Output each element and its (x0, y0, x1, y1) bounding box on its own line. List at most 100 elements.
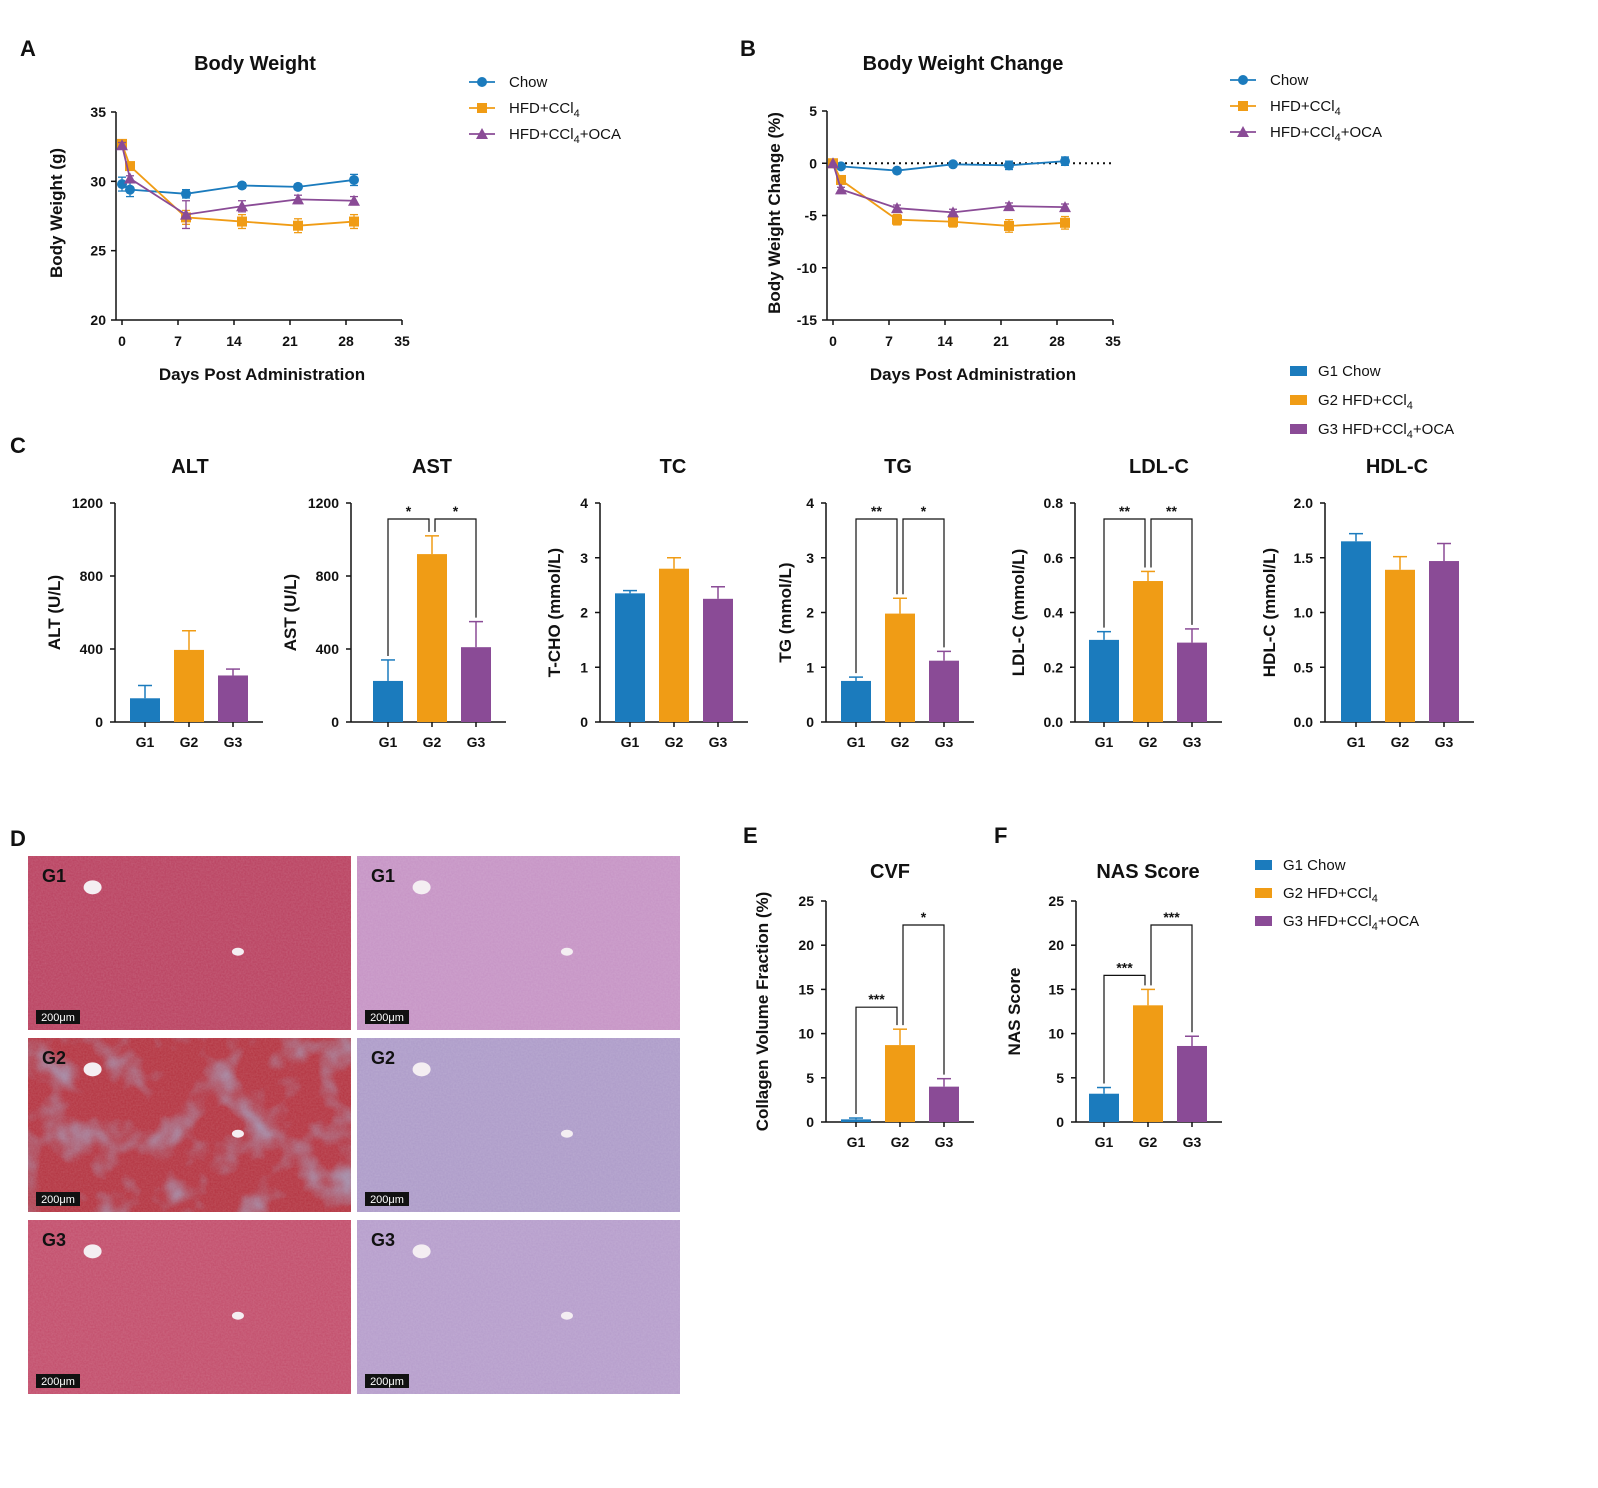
collagen-staining (28, 1038, 351, 1212)
data-point (1003, 200, 1015, 212)
x-axis-label: Days Post Administration (870, 365, 1076, 384)
significance-label: *** (1163, 909, 1180, 925)
significance-bracket (855, 1006, 898, 1115)
chart-title: ALT (171, 456, 208, 478)
vessel-lumen (560, 1129, 573, 1138)
y-axis-label: ALT (U/L) (45, 575, 64, 650)
x-tick-label: 14 (226, 333, 242, 349)
data-point (125, 161, 135, 172)
y-tick-label: 2 (580, 605, 588, 621)
y-tick-label: 0.6 (1044, 550, 1064, 566)
significance-bracket (387, 518, 430, 656)
legend-marker (477, 77, 487, 87)
legend-swatch (1255, 860, 1272, 870)
histology-image-5: G3 200μm (28, 1220, 351, 1394)
bar-g1 (1341, 541, 1371, 722)
data-point (116, 139, 128, 151)
significance-bracket (1150, 924, 1193, 1033)
data-point (1060, 217, 1070, 228)
legend-swatch (1290, 366, 1307, 376)
x-tick-label: 28 (338, 333, 354, 349)
x-tick-label: G3 (935, 1134, 954, 1150)
x-tick-label: 21 (282, 333, 298, 349)
x-tick-label: 7 (174, 333, 182, 349)
bar-g1 (130, 698, 160, 722)
y-tick-label: 800 (80, 568, 104, 584)
chart-title: Body Weight (194, 53, 316, 75)
data-point (237, 180, 247, 191)
bar-g2 (659, 568, 689, 722)
bar-g2 (885, 1045, 915, 1122)
y-tick-label: 35 (90, 104, 106, 120)
legend-marker (476, 128, 488, 139)
data-point (117, 179, 127, 190)
data-point (349, 174, 359, 185)
x-tick-label: 21 (993, 333, 1009, 349)
y-tick-label: 1 (806, 659, 814, 675)
legend-label: G3 HFD+CCl4+OCA (1283, 913, 1419, 933)
bar-g3 (461, 647, 491, 722)
x-tick-label: G3 (224, 734, 243, 750)
x-tick-label: G1 (1095, 1134, 1114, 1150)
data-point (181, 188, 191, 199)
bar-g2 (1133, 1005, 1163, 1122)
chart-title: NAS Score (1096, 861, 1199, 883)
y-axis-label: Collagen Volume Fraction (%) (753, 892, 772, 1132)
significance-label: ** (1166, 503, 1177, 519)
x-tick-label: G1 (847, 734, 866, 750)
panel-letter-d: D (10, 826, 26, 851)
significance-bracket (1150, 518, 1193, 625)
y-tick-label: 2 (806, 605, 814, 621)
chart-body-weight-change: Body Weight Change -15 -10 -5 0 5 0 7 14 21 28 35 Da… (765, 53, 1121, 384)
scale-bar-label: 200μm (370, 1194, 404, 1206)
y-tick-label: 800 (316, 568, 340, 584)
data-point (892, 214, 902, 225)
y-tick-label: 0.8 (1044, 495, 1064, 511)
x-tick-label: G2 (423, 734, 442, 750)
legend-label: HFD+CCl4 (1270, 98, 1341, 118)
data-point (293, 181, 303, 192)
histology-texture (357, 1038, 680, 1212)
bar-g2 (417, 554, 447, 722)
panel-letter-b: B (740, 36, 756, 61)
panel-letter-e: E (743, 823, 758, 848)
legend-label: G2 HFD+CCl4 (1283, 885, 1378, 905)
x-tick-label: G1 (379, 734, 398, 750)
y-axis-label: NAS Score (1005, 968, 1024, 1056)
legend-label: Chow (1270, 72, 1309, 89)
y-tick-label: 0 (331, 714, 339, 730)
x-tick-label: G1 (847, 1134, 866, 1150)
x-tick-label: G3 (709, 734, 728, 750)
y-tick-label: 400 (316, 641, 340, 657)
data-point (892, 165, 902, 176)
y-tick-label: 25 (90, 243, 106, 259)
y-tick-label: 0 (809, 155, 817, 171)
y-tick-label: 15 (798, 981, 814, 997)
y-tick-label: 4 (806, 495, 814, 511)
significance-label: ** (871, 503, 882, 519)
data-point (125, 184, 135, 195)
data-point (349, 216, 359, 227)
bar-g1 (841, 1119, 871, 1122)
bar-g3 (703, 598, 733, 722)
bar-g2 (885, 613, 915, 722)
legend-label: G3 HFD+CCl4+OCA (1318, 421, 1454, 441)
significance-label: * (406, 503, 412, 519)
y-axis-label: T-CHO (mmol/L) (545, 548, 564, 677)
bar-g3 (929, 660, 959, 722)
bar-g3 (929, 1086, 959, 1122)
x-tick-label: G1 (136, 734, 155, 750)
chart-cvf: CVF 0 5 10 15 20 25 Collagen Volume Fraction (%… (753, 861, 974, 1150)
chart-ldl-c: LDL-C 0.0 0.2 0.4 0.6 0.8 LDL-C (mmol/L) G1 G2 G3… (1009, 456, 1222, 750)
vessel-lumen (560, 947, 573, 956)
data-point (236, 200, 248, 212)
data-point (180, 208, 192, 220)
x-tick-label: 35 (394, 333, 410, 349)
scale-bar-label: 200μm (41, 1194, 75, 1206)
y-axis-label: Body Weight (g) (47, 148, 66, 278)
histology-grid: G1 200μm G1 200μm G2 200μm G2 200μm G3 200μm G3 200… (28, 856, 680, 1394)
significance-label: *** (868, 991, 885, 1007)
x-tick-label: G3 (467, 734, 486, 750)
x-axis-label: Days Post Administration (159, 365, 365, 384)
